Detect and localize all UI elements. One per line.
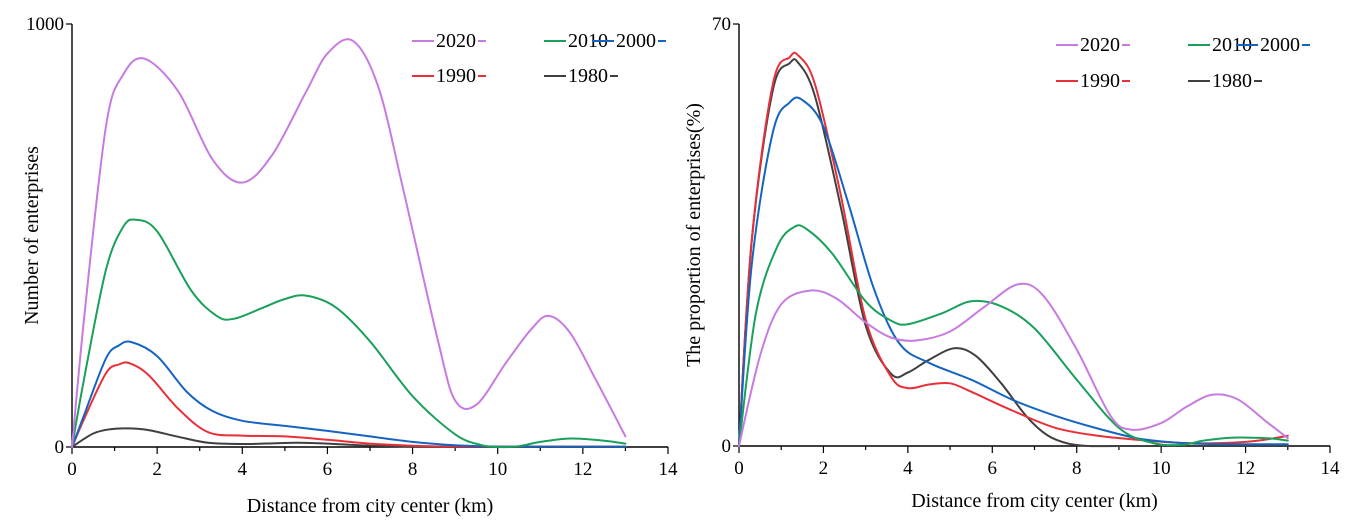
y-tick-label: 0: [55, 437, 65, 458]
series-line-2020: [738, 282, 1289, 447]
x-tick-label: 4: [238, 459, 248, 480]
x-tick-label: 10: [488, 459, 507, 480]
x-tick-label: 8: [408, 459, 418, 480]
legend-label: 2020: [1080, 34, 1120, 56]
x-tick-label: 8: [1072, 458, 1082, 479]
legend-item-1990: 1990: [412, 65, 486, 87]
x-tick-label: 12: [1236, 458, 1255, 479]
y-axis-label: The proportion of enterprises(%): [683, 103, 705, 367]
chart-panel-1: 0 2 4 6 8 10 12 14 0 1000 Distance from city cente…: [21, 14, 678, 517]
legend-item-1990: 1990: [1056, 70, 1130, 92]
y-tick-label: 1000: [26, 14, 64, 35]
x-tick-label: 6: [988, 458, 998, 479]
legend-label-bg: [1078, 34, 1122, 56]
x-tick-label: 14: [659, 459, 679, 480]
legend-label: 2000: [616, 30, 656, 52]
legend-label: 2000: [1260, 34, 1300, 56]
legend-label-bg: [614, 30, 658, 52]
legend-label: 2020: [436, 30, 476, 52]
chart-panel-2: 0 2 4 6 8 10 12 14 0 70 Distance from city center …: [683, 14, 1340, 512]
x-tick-label: 14: [1321, 458, 1341, 479]
legend-label: 1990: [436, 65, 476, 87]
series-line-2010: [738, 224, 1289, 447]
y-axis-label: Number of enterprises: [21, 146, 43, 325]
legend-label-bg: [1258, 34, 1302, 56]
legend-label: 1980: [568, 65, 608, 87]
legend-item-2000: 2000: [592, 30, 666, 52]
x-tick-label: 0: [67, 459, 77, 480]
legend-item-2000: 2000: [1236, 34, 1310, 56]
x-axis-label: Distance from city center (km): [911, 490, 1158, 512]
legend-label: 1980: [1212, 70, 1252, 92]
legend-label-bg: [566, 65, 610, 87]
series-line-1980: [738, 58, 1289, 448]
legend-item-2020: 2020: [1056, 34, 1130, 56]
x-tick-label: 10: [1152, 458, 1171, 479]
x-tick-label: 4: [903, 458, 913, 479]
y-tick-label: 70: [712, 14, 731, 35]
legend-item-2020: 2020: [412, 30, 486, 52]
legend-label-bg: [1210, 70, 1254, 92]
legend-label-bg: [1210, 34, 1254, 56]
legend-label: 2010: [568, 30, 608, 52]
series-line-2010: [71, 218, 627, 449]
series-line-1980: [71, 427, 627, 449]
legend-label-bg: [566, 30, 610, 52]
legend-item-1980: 1980: [1188, 70, 1262, 92]
series-line-1990: [738, 51, 1289, 447]
legend-label: 1990: [1080, 70, 1120, 92]
legend-label-bg: [1078, 70, 1122, 92]
series-line-2020: [71, 38, 627, 448]
x-tick-label: 12: [573, 459, 592, 480]
x-axis-label: Distance from city center (km): [247, 495, 494, 517]
legend-item-1980: 1980: [544, 65, 618, 87]
x-tick-label: 2: [152, 459, 162, 480]
y-tick-label: 0: [722, 436, 732, 457]
x-tick-label: 6: [323, 459, 333, 480]
x-tick-label: 2: [819, 458, 829, 479]
legend-label: 2010: [1212, 34, 1252, 56]
legend-label-bg: [434, 30, 478, 52]
legend-label-bg: [434, 65, 478, 87]
x-tick-label: 0: [734, 458, 744, 479]
series-line-2000: [738, 96, 1289, 447]
